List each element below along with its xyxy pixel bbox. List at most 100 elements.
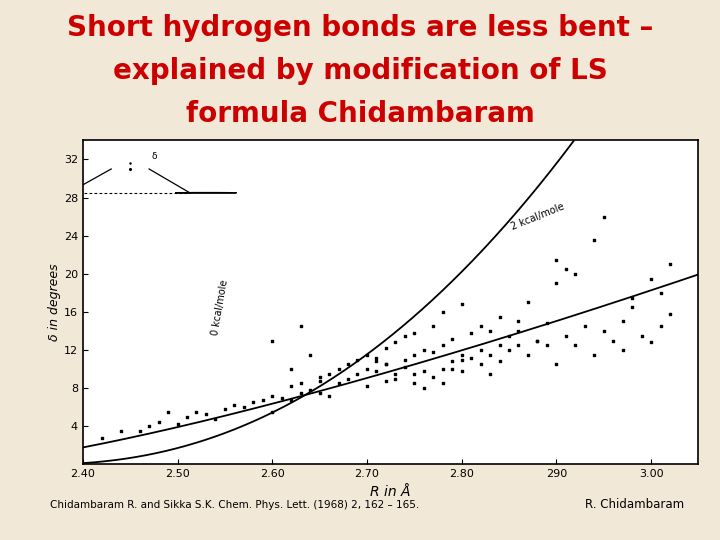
- Text: formula Chidambaram: formula Chidambaram: [186, 100, 534, 128]
- Point: [266, 392, 278, 400]
- Point: [494, 312, 505, 321]
- X-axis label: R in Å: R in Å: [370, 485, 411, 499]
- Point: [333, 365, 344, 374]
- Point: [531, 336, 543, 345]
- Point: [560, 332, 572, 340]
- Point: [418, 367, 430, 375]
- Point: [399, 363, 410, 372]
- Point: [333, 379, 344, 388]
- Point: [418, 346, 430, 354]
- Point: [153, 417, 164, 426]
- Point: [665, 309, 676, 318]
- Point: [408, 369, 420, 378]
- Text: δ: δ: [151, 152, 156, 161]
- Point: [465, 353, 477, 362]
- Point: [371, 353, 382, 362]
- Point: [428, 348, 439, 356]
- Point: [456, 300, 467, 309]
- Point: [513, 341, 524, 349]
- Point: [276, 393, 287, 402]
- Point: [456, 350, 467, 359]
- Point: [551, 255, 562, 264]
- Point: [551, 360, 562, 369]
- Point: [181, 413, 193, 421]
- Point: [654, 288, 666, 297]
- Text: R. Chidambaram: R. Chidambaram: [585, 498, 684, 511]
- Point: [408, 328, 420, 337]
- Point: [323, 369, 335, 378]
- Point: [219, 405, 230, 414]
- Point: [570, 269, 581, 278]
- Point: [645, 274, 657, 283]
- Point: [665, 260, 676, 268]
- Text: explained by modification of LS: explained by modification of LS: [112, 57, 608, 85]
- Point: [560, 265, 572, 273]
- Point: [437, 365, 449, 374]
- Point: [503, 346, 515, 354]
- Point: [446, 334, 458, 343]
- Point: [228, 401, 240, 410]
- Point: [588, 350, 600, 359]
- Point: [494, 341, 505, 349]
- Point: [380, 360, 392, 369]
- Point: [494, 357, 505, 366]
- Point: [408, 350, 420, 359]
- Point: [541, 341, 553, 349]
- Point: [323, 392, 335, 400]
- Point: [654, 322, 666, 330]
- Point: [428, 322, 439, 330]
- Point: [380, 360, 392, 369]
- Point: [503, 332, 515, 340]
- Point: [96, 434, 107, 442]
- Point: [351, 355, 363, 364]
- Point: [210, 414, 221, 423]
- Point: [266, 408, 278, 416]
- Point: [305, 386, 316, 394]
- Point: [437, 308, 449, 316]
- Point: [248, 398, 259, 407]
- Point: [474, 346, 486, 354]
- Point: [314, 376, 325, 385]
- Point: [485, 350, 496, 359]
- Point: [295, 389, 307, 397]
- Point: [285, 382, 297, 390]
- Point: [474, 360, 486, 369]
- Point: [437, 341, 449, 349]
- Point: [579, 322, 590, 330]
- Text: 2 kcal/mole: 2 kcal/mole: [509, 201, 565, 232]
- Point: [513, 317, 524, 326]
- Point: [456, 355, 467, 364]
- Point: [399, 332, 410, 340]
- Point: [115, 427, 127, 435]
- Point: [588, 236, 600, 245]
- Point: [200, 409, 212, 418]
- Point: [626, 303, 638, 312]
- Point: [238, 403, 250, 411]
- Point: [437, 379, 449, 388]
- Point: [257, 395, 269, 404]
- Point: [598, 327, 609, 335]
- Text: Short hydrogen bonds are less bent –: Short hydrogen bonds are less bent –: [67, 14, 653, 42]
- Point: [551, 279, 562, 288]
- Point: [134, 427, 145, 435]
- Point: [361, 350, 373, 359]
- Point: [314, 389, 325, 397]
- Text: 0 kcal/mole: 0 kcal/mole: [210, 279, 230, 336]
- Point: [513, 327, 524, 335]
- Point: [522, 350, 534, 359]
- Point: [361, 365, 373, 374]
- Point: [465, 328, 477, 337]
- Point: [428, 373, 439, 381]
- Point: [285, 395, 297, 404]
- Point: [380, 344, 392, 353]
- Point: [418, 384, 430, 393]
- Point: [636, 332, 647, 340]
- Point: [598, 212, 609, 221]
- Point: [456, 367, 467, 375]
- Point: [645, 338, 657, 347]
- Point: [305, 350, 316, 359]
- Point: [485, 369, 496, 378]
- Point: [617, 317, 629, 326]
- Point: [626, 293, 638, 302]
- Text: Chidambaram R. and Sikka S.K. Chem. Phys. Lett. (1968) 2, 162 – 165.: Chidambaram R. and Sikka S.K. Chem. Phys…: [50, 500, 420, 510]
